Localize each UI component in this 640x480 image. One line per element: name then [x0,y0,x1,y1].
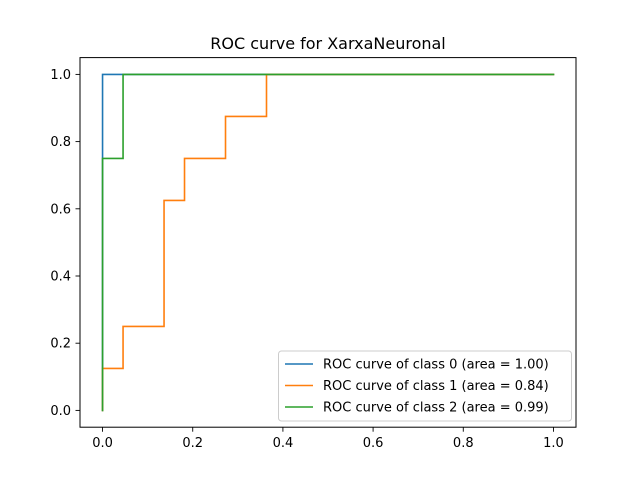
x-tick-label: 0.8 [453,436,474,451]
y-axis: 0.0 0.2 0.4 0.6 0.8 1.0 [50,68,80,419]
x-tick-label: 0.6 [363,436,384,451]
chart-title: ROC curve for XarxaNeuronal [210,34,446,53]
y-tick-label: 0.0 [50,404,71,419]
legend: ROC curve of class 0 (area = 1.00) ROC cu… [278,350,572,422]
x-tick-label: 0.4 [273,436,294,451]
x-tick-label: 0.0 [92,436,113,451]
y-tick-label: 0.6 [50,202,71,217]
legend-label-class-2: ROC curve of class 2 (area = 0.99) [323,401,549,416]
legend-label-class-1: ROC curve of class 1 (area = 0.84) [323,379,549,394]
y-tick-label: 0.4 [50,270,71,285]
series-layer [101,73,555,412]
legend-entries: ROC curve of class 0 (area = 1.00) ROC cu… [285,358,549,416]
y-tick-label: 0.8 [50,135,71,150]
series-line-class-1 [101,73,555,412]
x-tick-label: 1.0 [543,436,564,451]
legend-label-class-0: ROC curve of class 0 (area = 1.00) [323,358,549,373]
y-tick-label: 1.0 [50,68,71,83]
x-axis: 0.0 0.2 0.4 0.6 0.8 1.0 [92,427,564,451]
plot-frame [79,57,577,428]
x-tick-label: 0.2 [182,436,203,451]
series-line-class-2 [101,73,555,412]
y-tick-label: 0.2 [50,337,71,352]
legend-box [278,350,572,422]
